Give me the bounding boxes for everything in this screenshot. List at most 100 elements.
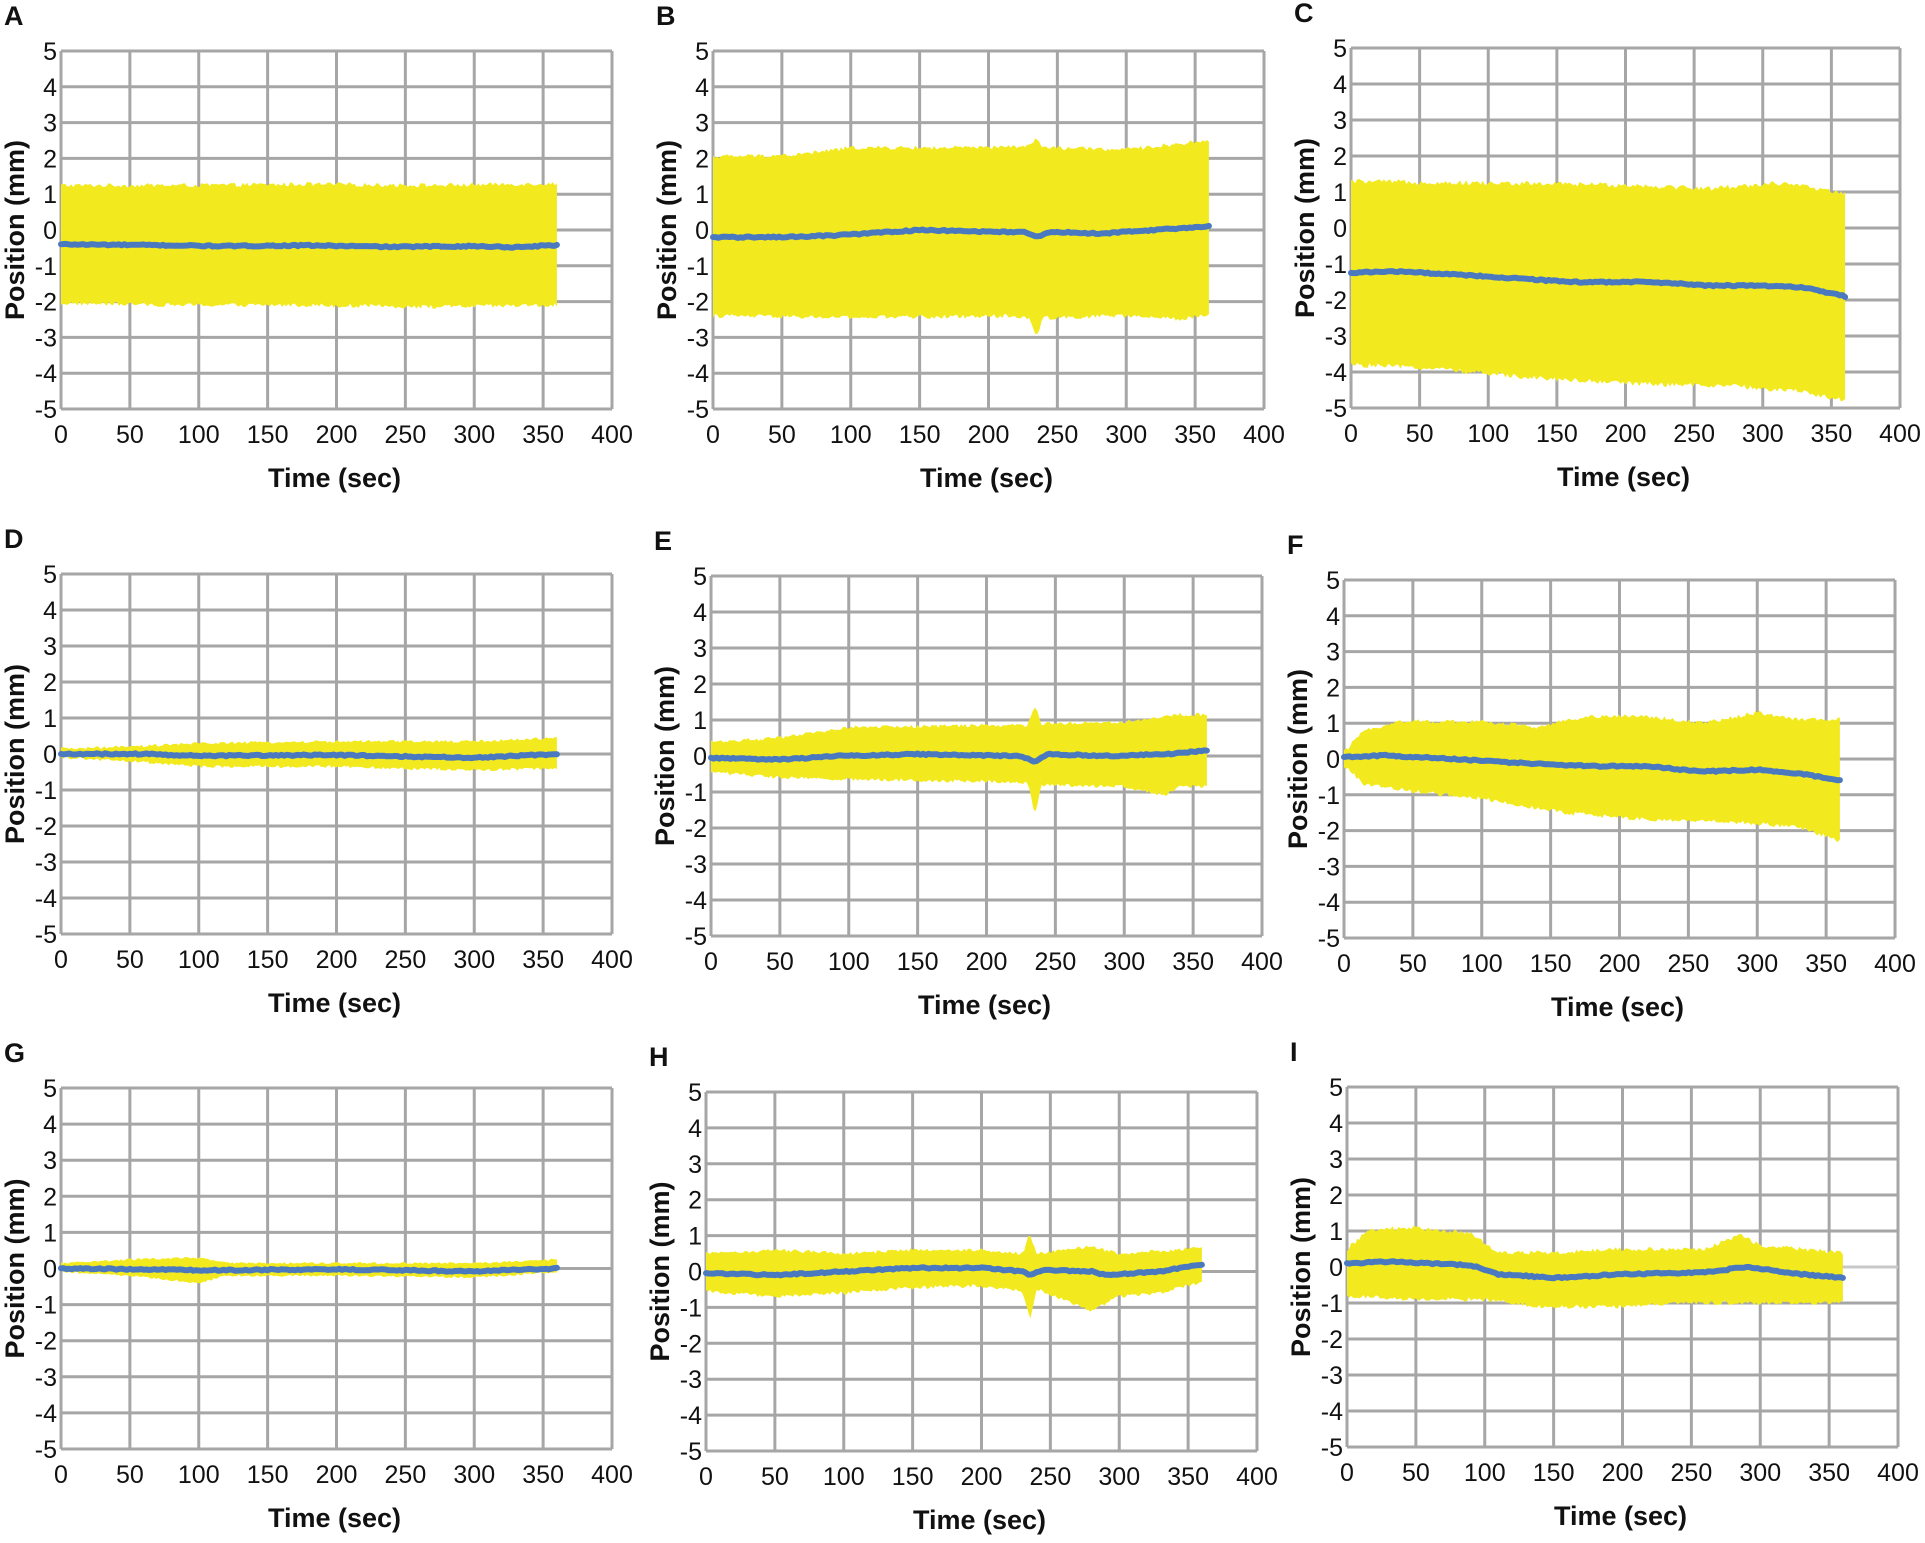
x-axis-title: Time (sec) bbox=[1554, 1501, 1687, 1531]
y-tick-label: 0 bbox=[43, 1256, 57, 1284]
x-tick-label: 350 bbox=[1811, 420, 1853, 448]
y-tick-label: -1 bbox=[35, 1292, 57, 1320]
y-tick-label: -2 bbox=[35, 1328, 57, 1356]
y-tick-label: 4 bbox=[1326, 603, 1340, 631]
grid-d bbox=[59, 572, 614, 936]
range-band-b bbox=[713, 138, 1209, 334]
x-tick-label: 150 bbox=[247, 946, 289, 974]
y-tick-label: -1 bbox=[685, 779, 707, 807]
y-tick-label: 0 bbox=[43, 217, 57, 245]
y-axis-title: Position (mm) bbox=[652, 140, 682, 320]
y-tick-label: 4 bbox=[43, 1111, 57, 1139]
y-tick-label: -4 bbox=[1321, 1398, 1343, 1426]
x-tick-label: 250 bbox=[385, 421, 427, 449]
panel-letter-a: A bbox=[4, 1, 24, 31]
y-axis-title: Position (mm) bbox=[0, 140, 30, 320]
mean-line-i bbox=[1344, 1258, 1846, 1282]
y-tick-label: 2 bbox=[1326, 674, 1340, 702]
x-axis-title: Time (sec) bbox=[268, 463, 401, 493]
y-axis-title: Position (mm) bbox=[1290, 138, 1320, 318]
y-tick-label: -5 bbox=[35, 396, 57, 424]
x-tick-label: 100 bbox=[828, 948, 870, 976]
y-tick-label: 3 bbox=[688, 1151, 702, 1179]
y-tick-label: 5 bbox=[1329, 1074, 1343, 1102]
x-tick-label: 50 bbox=[768, 421, 796, 449]
y-tick-label: -1 bbox=[35, 253, 57, 281]
y-tick-label: -5 bbox=[1321, 1434, 1343, 1462]
y-tick-label: 1 bbox=[1326, 710, 1340, 738]
mean-line-f bbox=[1341, 751, 1843, 784]
y-tick-label: 1 bbox=[43, 181, 57, 209]
y-tick-label: -4 bbox=[680, 1402, 702, 1430]
y-tick-label: -3 bbox=[1321, 1362, 1343, 1390]
x-tick-label: 100 bbox=[1464, 1459, 1506, 1487]
mean-line-c bbox=[1348, 268, 1849, 300]
mean-line-e bbox=[708, 747, 1210, 765]
y-tick-label: 0 bbox=[1326, 746, 1340, 774]
y-tick-label: 0 bbox=[695, 217, 709, 245]
mean-line-h bbox=[703, 1261, 1205, 1279]
y-tick-label: -1 bbox=[1321, 1290, 1343, 1318]
y-tick-label: -4 bbox=[687, 360, 709, 388]
range-band-h bbox=[706, 1236, 1202, 1319]
x-tick-label: 350 bbox=[1808, 1459, 1850, 1487]
y-tick-label: 0 bbox=[688, 1259, 702, 1287]
y-tick-label: -5 bbox=[687, 396, 709, 424]
x-tick-label: 50 bbox=[116, 1461, 144, 1489]
x-tick-label: 350 bbox=[1174, 421, 1216, 449]
x-tick-label: 0 bbox=[706, 421, 720, 449]
x-tick-label: 100 bbox=[178, 946, 220, 974]
y-tick-label: 5 bbox=[43, 38, 57, 66]
panel-letter-f: F bbox=[1287, 530, 1304, 560]
y-tick-label: 2 bbox=[43, 669, 57, 697]
x-tick-label: 0 bbox=[54, 946, 68, 974]
mean-line-a bbox=[58, 240, 560, 251]
x-tick-label: 50 bbox=[766, 948, 794, 976]
y-tick-label: -2 bbox=[687, 289, 709, 317]
y-tick-label: -4 bbox=[35, 1400, 57, 1428]
y-tick-label: -5 bbox=[35, 921, 57, 949]
x-tick-label: 250 bbox=[1673, 420, 1715, 448]
y-tick-label: 3 bbox=[1333, 107, 1347, 135]
y-tick-label: -4 bbox=[35, 360, 57, 388]
x-tick-label: 50 bbox=[761, 1463, 789, 1491]
x-tick-label: 350 bbox=[1172, 948, 1214, 976]
y-tick-label: -2 bbox=[35, 289, 57, 317]
x-tick-label: 100 bbox=[178, 1461, 220, 1489]
x-tick-label: 250 bbox=[385, 946, 427, 974]
x-tick-label: 100 bbox=[178, 421, 220, 449]
x-tick-label: 50 bbox=[1406, 420, 1434, 448]
x-tick-label: 300 bbox=[1098, 1463, 1140, 1491]
x-tick-label: 200 bbox=[1605, 420, 1647, 448]
x-tick-label: 100 bbox=[1461, 950, 1503, 978]
y-axis-title: Position (mm) bbox=[1286, 1177, 1316, 1357]
panel-letter-h: H bbox=[649, 1042, 669, 1072]
y-tick-label: 3 bbox=[693, 635, 707, 663]
y-tick-label: 4 bbox=[43, 597, 57, 625]
x-tick-label: 350 bbox=[1167, 1463, 1209, 1491]
x-tick-label: 200 bbox=[316, 946, 358, 974]
y-tick-label: 5 bbox=[43, 1075, 57, 1103]
y-tick-label: 4 bbox=[695, 74, 709, 102]
x-tick-label: 400 bbox=[1877, 1459, 1919, 1487]
x-tick-label: 200 bbox=[316, 1461, 358, 1489]
y-tick-label: 0 bbox=[43, 741, 57, 769]
x-tick-label: 0 bbox=[1340, 1459, 1354, 1487]
x-tick-label: 400 bbox=[591, 1461, 633, 1489]
y-tick-label: -3 bbox=[687, 324, 709, 352]
y-tick-label: 1 bbox=[43, 705, 57, 733]
panel-letter-i: I bbox=[1290, 1037, 1298, 1067]
y-tick-label: 4 bbox=[43, 74, 57, 102]
y-tick-label: -5 bbox=[35, 1436, 57, 1464]
y-tick-label: 4 bbox=[693, 599, 707, 627]
x-axis-title: Time (sec) bbox=[918, 990, 1051, 1020]
x-tick-label: 100 bbox=[823, 1463, 865, 1491]
y-tick-label: -2 bbox=[685, 815, 707, 843]
y-axis-title: Position (mm) bbox=[645, 1182, 675, 1362]
y-tick-label: -3 bbox=[35, 849, 57, 877]
